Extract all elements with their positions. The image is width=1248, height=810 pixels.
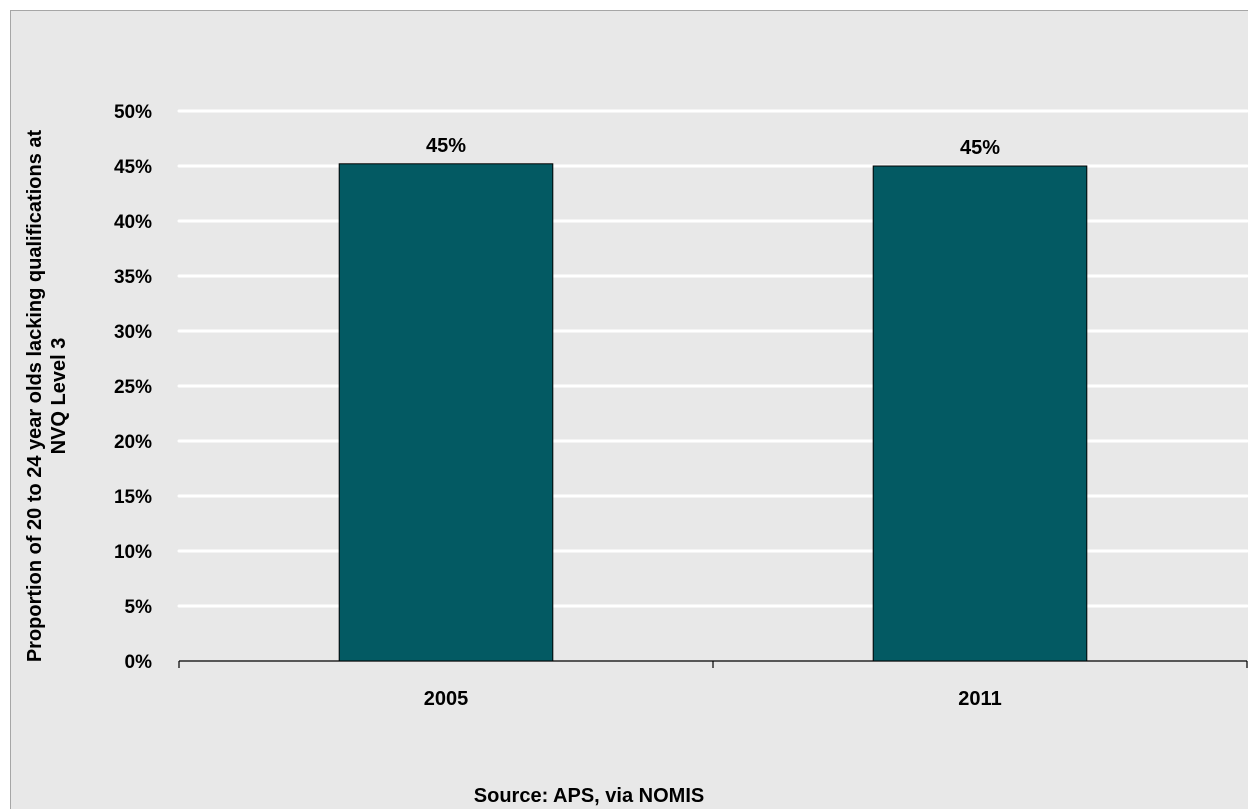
bar (872, 165, 1088, 662)
y-axis-title-line: NVQ Level 3 (48, 338, 70, 455)
y-axis-title-line: Proportion of 20 to 24 year olds lacking… (24, 129, 46, 662)
y-tick-label: 0% (125, 652, 153, 673)
y-tick-label: 25% (114, 377, 152, 398)
x-category-label: 2005 (424, 688, 469, 710)
y-axis-title: Proportion of 20 to 24 year olds lacking… (24, 129, 70, 662)
bar-chart: 0% 5% 10% 15% 20% 25% 30% 35% 40% 45% 50% 45% 2005 45… (24, 102, 1248, 807)
source-note: Source: APS, via NOMIS (474, 785, 704, 807)
y-tick-label: 20% (114, 432, 152, 453)
y-tick-label: 50% (114, 102, 152, 123)
y-tick-label: 15% (114, 487, 152, 508)
chart-area: 0% 5% 10% 15% 20% 25% 30% 35% 40% 45% 50% 45% 2005 45… (10, 10, 1248, 809)
y-tick-label: 30% (114, 322, 152, 343)
y-tick-label: 10% (114, 542, 152, 563)
data-label: 45% (960, 137, 1000, 159)
data-label: 45% (426, 135, 466, 157)
y-tick-label: 45% (114, 157, 152, 178)
x-category-label: 2011 (958, 688, 1001, 710)
y-tick-label: 5% (125, 597, 153, 618)
y-tick-label: 35% (114, 267, 152, 288)
y-tick-label: 40% (114, 212, 152, 233)
bar (338, 163, 554, 662)
